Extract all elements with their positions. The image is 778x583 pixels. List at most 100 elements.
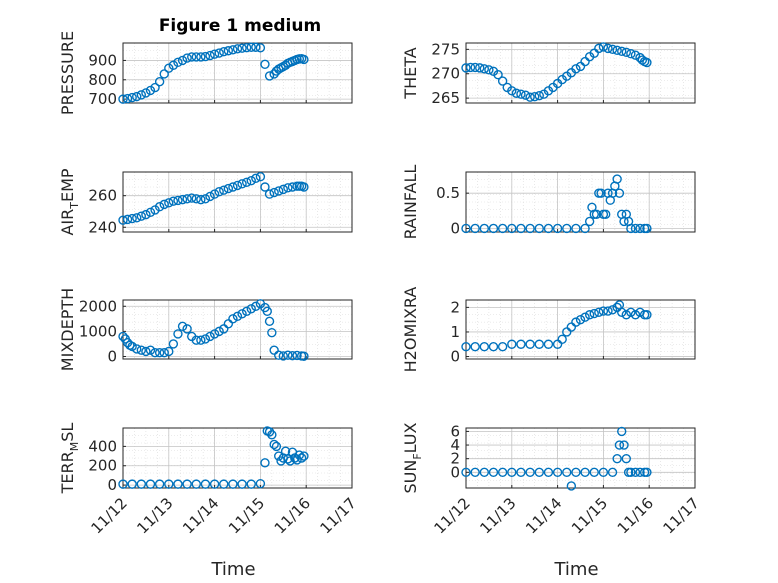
data-point — [264, 316, 275, 327]
data-point — [246, 479, 256, 489]
data-point — [205, 50, 215, 61]
y-tick-label: 275 — [431, 40, 460, 58]
data-point — [168, 60, 179, 70]
data-point — [241, 42, 252, 53]
y-tick-label: 1000 — [79, 322, 117, 340]
data-point — [177, 55, 188, 66]
data-point — [283, 454, 293, 464]
data-point — [260, 59, 270, 69]
data-point — [173, 479, 183, 489]
data-point — [219, 479, 229, 489]
data-point — [159, 199, 169, 210]
data-point — [196, 335, 206, 345]
data-point — [177, 194, 188, 205]
y-axis-label: MIXDEPTH — [58, 288, 77, 371]
data-point — [141, 346, 151, 357]
data-point — [127, 213, 137, 224]
data-point — [228, 314, 238, 324]
y-tick-label: 0 — [107, 347, 117, 365]
data-point — [630, 467, 641, 478]
data-point — [557, 334, 567, 345]
data-point — [566, 481, 577, 491]
data-point — [603, 43, 613, 54]
x-axis-label: Time — [210, 559, 255, 580]
y-axis-label-main: PRESSURE — [58, 31, 77, 115]
data-point — [516, 223, 526, 234]
y-axis-label-main: TERR — [58, 451, 77, 494]
y-tick-label: 2000 — [79, 297, 117, 315]
data-point — [237, 179, 247, 189]
data-point — [598, 306, 609, 316]
y-axis-label-subscript: M — [68, 442, 81, 452]
data-point — [205, 191, 215, 202]
y-axis-label-main: H2OMIXRA — [401, 287, 420, 373]
data-point — [132, 91, 142, 102]
data-point — [219, 47, 229, 57]
data-point — [552, 467, 563, 478]
data-point — [154, 202, 165, 212]
data-point — [598, 467, 609, 478]
y-tick-label: 0 — [450, 348, 460, 366]
data-point — [461, 342, 471, 352]
data-point — [274, 350, 284, 360]
data-point — [630, 50, 641, 60]
x-tick-label: 11/16 — [271, 494, 314, 537]
y-axis-label-main: AIR — [58, 209, 77, 236]
data-point — [232, 44, 243, 54]
data-point — [612, 453, 622, 464]
y-tick-label: 0.5 — [436, 184, 460, 202]
data-point — [267, 430, 277, 440]
data-point — [617, 307, 627, 317]
data-point — [246, 175, 256, 186]
data-point — [159, 348, 169, 358]
data-point — [223, 46, 234, 56]
data-point — [296, 453, 307, 463]
data-point — [589, 467, 599, 478]
y-tick-label: 400 — [88, 437, 117, 455]
y-tick-label: 0 — [107, 476, 117, 494]
data-point — [246, 304, 256, 314]
data-point — [465, 62, 476, 73]
data-point — [461, 223, 471, 234]
data-point — [612, 174, 622, 184]
data-point — [475, 63, 485, 73]
data-point — [571, 223, 581, 234]
data-point — [626, 49, 636, 59]
data-point — [260, 458, 270, 468]
data-point — [530, 91, 540, 102]
data-point — [209, 49, 220, 59]
data-point — [580, 223, 590, 234]
data-point — [145, 207, 156, 217]
data-point — [127, 341, 137, 352]
data-point — [630, 223, 641, 234]
data-point — [294, 450, 305, 460]
data-point — [182, 324, 192, 334]
data-point — [584, 310, 595, 320]
data-point — [255, 172, 266, 182]
data-point — [516, 339, 526, 349]
data-point — [118, 94, 128, 104]
y-tick-label: 265 — [431, 89, 460, 107]
data-point — [607, 305, 618, 315]
data-point — [127, 92, 137, 103]
data-point — [507, 339, 517, 349]
data-point — [479, 64, 490, 74]
y-tick-label: 2 — [450, 450, 460, 468]
data-point — [173, 329, 183, 339]
data-point — [635, 223, 645, 234]
data-point — [507, 467, 517, 478]
data-point — [246, 42, 256, 52]
data-point — [154, 479, 165, 489]
data-point — [479, 342, 490, 352]
x-axis-label: Time — [553, 559, 598, 580]
data-point — [118, 479, 128, 489]
x-tick-label: 11/15 — [568, 494, 611, 537]
data-point — [283, 183, 293, 193]
data-point — [562, 223, 572, 234]
data-point — [164, 346, 174, 357]
axes-frame — [122, 42, 353, 104]
y-tick-label: 6 — [450, 422, 460, 440]
data-point — [612, 45, 622, 56]
